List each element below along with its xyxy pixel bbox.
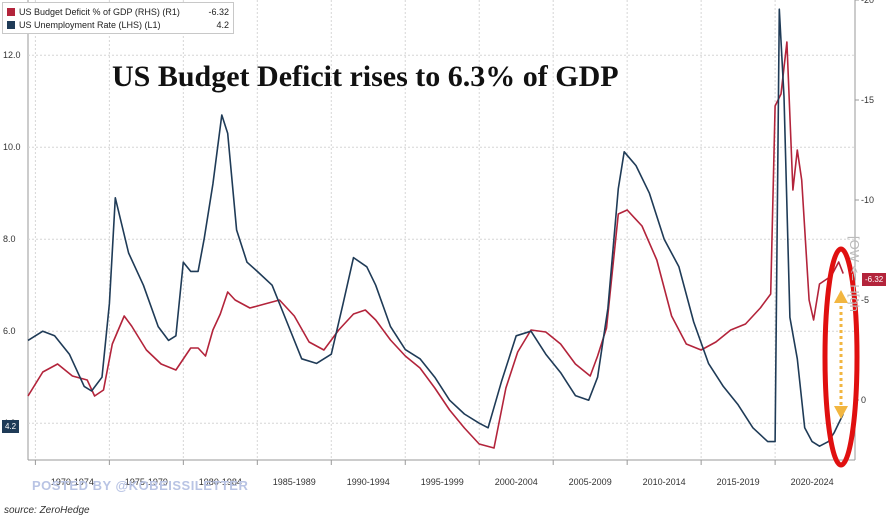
side-note: [OW <= H[qh: [847, 236, 862, 312]
left-axis: 4.06.08.010.012.0: [3, 50, 21, 428]
x-tick-label: 1990-1994: [347, 477, 390, 487]
watermark: POSTED BY @KOBEISSILETTER: [32, 478, 249, 493]
right-tick-label: -20: [861, 0, 874, 5]
x-axis: 1970-1974 1975-1979 1980-1984 1985-1989 1990…: [34, 460, 834, 487]
left-tick-label: 8.0: [3, 234, 16, 244]
legend-item-unemployment: US Unemployment Rate (LHS) (L1) 4.2: [7, 18, 229, 31]
deficit-swatch: [7, 7, 15, 16]
x-tick-label: 1995-1999: [421, 477, 464, 487]
x-tick-label: 2015-2019: [717, 477, 760, 487]
gridlines: [27, 0, 856, 461]
legend-label-deficit: US Budget Deficit % of GDP (RHS) (R1): [19, 6, 180, 17]
last-value-tag-deficit: -6.32: [862, 273, 886, 286]
left-tick-label: 6.0: [3, 326, 16, 336]
legend-label-unemployment: US Unemployment Rate (LHS) (L1): [19, 19, 161, 30]
source-note: source: ZeroHedge: [4, 505, 90, 516]
x-tick-label: 1980-1984: [199, 477, 242, 487]
right-tick-label: -10: [861, 195, 874, 205]
legend-value-deficit: -6.32: [208, 6, 229, 17]
highlight-arrow-head-down: [834, 406, 848, 419]
x-tick-label: 1985-1989: [273, 477, 316, 487]
last-value-tag-unemployment: 4.2: [2, 420, 20, 433]
legend-item-deficit: US Budget Deficit % of GDP (RHS) (R1) -6…: [7, 5, 229, 18]
x-tick-label: 2005-2009: [569, 477, 612, 487]
left-tick-label: 12.0: [3, 50, 21, 60]
right-tick-label: -15: [861, 95, 874, 105]
legend: US Budget Deficit % of GDP (RHS) (R1) -6…: [2, 2, 234, 34]
left-tick-label: 10.0: [3, 142, 21, 152]
x-tick-label: 2010-2014: [643, 477, 686, 487]
right-tick-label: -5: [861, 295, 869, 305]
x-tick-label: 1970-1974: [51, 477, 94, 487]
highlight-ellipse: [822, 246, 860, 468]
series-layer: [27, 8, 844, 449]
unemployment-swatch: [7, 20, 15, 29]
highlight-annotation: [822, 246, 860, 468]
right-tick-label: 0: [861, 395, 866, 405]
legend-value-unemployment: 4.2: [216, 19, 229, 30]
x-tick-label: 2020-2024: [791, 477, 834, 487]
highlight-arrow-head-up: [834, 290, 848, 303]
chart-title: US Budget Deficit rises to 6.3% of GDP: [112, 60, 619, 93]
x-tick-label: 2000-2004: [495, 477, 538, 487]
deficit-line: [27, 41, 844, 449]
unemployment-line: [27, 8, 844, 447]
x-tick-label: 1975-1979: [125, 477, 168, 487]
